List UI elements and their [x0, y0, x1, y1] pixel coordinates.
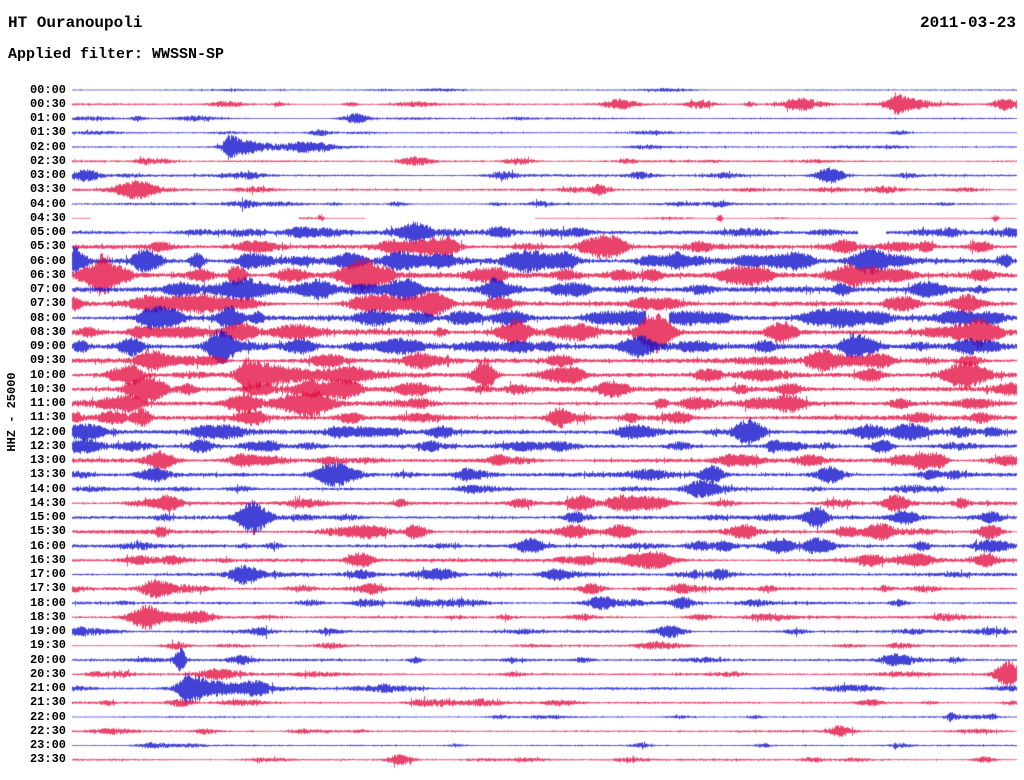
time-label: 17:30: [29, 581, 66, 596]
time-label: 05:30: [29, 239, 66, 254]
time-label: 15:00: [29, 510, 66, 524]
time-axis: 00:00 00:30 01:00 01:30 02:00 02:30 03:00 03:30…: [0, 0, 68, 780]
filter-label: Applied filter: WWSSN-SP: [8, 46, 225, 63]
time-label: 22:00: [29, 709, 66, 724]
time-label: 07:00: [29, 282, 66, 296]
time-label: 16:30: [29, 552, 66, 567]
time-label: 02:30: [29, 153, 66, 168]
time-label: 12:30: [29, 438, 66, 453]
time-label: 04:00: [29, 196, 66, 211]
time-label: 07:30: [29, 296, 66, 311]
time-label: 16:00: [29, 538, 66, 553]
time-label: 10:00: [29, 367, 66, 382]
time-label: 03:30: [29, 182, 66, 197]
time-label: 02:00: [29, 139, 66, 154]
station-title: HT Ouranoupoli: [8, 14, 143, 32]
time-label: 11:00: [29, 396, 66, 410]
time-label: 10:30: [29, 381, 66, 396]
time-label: 13:30: [29, 467, 66, 482]
time-label: 11:30: [29, 410, 66, 425]
time-label: 17:00: [29, 567, 66, 581]
time-label: 21:30: [29, 695, 66, 710]
time-label: 09:00: [29, 339, 66, 353]
time-label: 00:30: [29, 96, 66, 111]
time-label: 19:00: [29, 624, 66, 638]
time-label: 01:30: [29, 125, 66, 140]
time-label: 19:30: [29, 638, 66, 653]
time-label: 22:30: [29, 723, 66, 738]
time-label: 23:30: [29, 752, 66, 767]
time-label: 08:30: [29, 324, 66, 339]
time-label: 21:00: [29, 681, 66, 695]
time-label: 00:00: [29, 82, 66, 97]
time-label: 23:00: [29, 738, 66, 752]
time-label: 05:00: [29, 225, 66, 239]
time-label: 08:00: [29, 310, 66, 325]
time-label: 18:00: [29, 595, 66, 610]
time-label: 14:30: [29, 495, 66, 510]
time-label: 14:00: [29, 481, 66, 496]
time-label: 06:00: [29, 253, 66, 268]
time-label: 06:30: [29, 267, 66, 282]
time-label: 04:30: [29, 210, 66, 225]
time-label: 09:30: [29, 353, 66, 368]
time-label: 03:00: [29, 168, 66, 182]
time-label: 15:30: [29, 524, 66, 539]
time-label: 20:00: [29, 652, 66, 667]
time-label: 20:30: [29, 666, 66, 681]
time-label: 13:00: [29, 453, 66, 467]
time-label: 01:00: [29, 111, 66, 125]
time-label: 18:30: [29, 609, 66, 624]
time-label: 12:00: [29, 424, 66, 439]
date-label: 2011-03-23: [919, 14, 1016, 32]
